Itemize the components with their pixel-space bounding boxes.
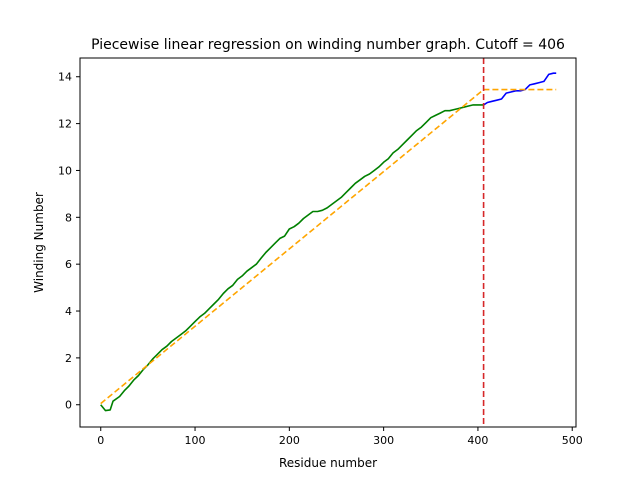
y-tick-label: 0 (65, 399, 72, 412)
x-tick-label: 300 (373, 434, 394, 447)
plot-content (100, 58, 557, 427)
y-tick-label: 12 (58, 118, 72, 131)
x-tick-label: 500 (562, 434, 583, 447)
y-tick-label: 10 (58, 164, 72, 177)
y-axis-ticks: 0 2 4 6 8 10 12 14 (58, 71, 80, 412)
y-tick-label: 4 (65, 305, 72, 318)
y-tick-label: 14 (58, 71, 72, 84)
x-axis-ticks: 0 100 200 300 400 500 (97, 427, 583, 447)
series-line-3 (100, 88, 557, 405)
y-tick-label: 2 (65, 352, 72, 365)
plot-frame (79, 57, 577, 428)
x-axis-label: Residue number (279, 456, 377, 470)
y-tick-label: 6 (65, 258, 72, 271)
x-tick-label: 400 (467, 434, 488, 447)
y-axis-label: Winding Number (32, 192, 46, 293)
x-tick-label: 100 (185, 434, 206, 447)
y-tick-label: 8 (65, 211, 72, 224)
series-line-2 (483, 72, 557, 106)
x-tick-label: 200 (279, 434, 300, 447)
chart-title: Piecewise linear regression on winding n… (91, 37, 565, 53)
series-line-1 (100, 104, 484, 412)
x-tick-label: 0 (97, 434, 104, 447)
